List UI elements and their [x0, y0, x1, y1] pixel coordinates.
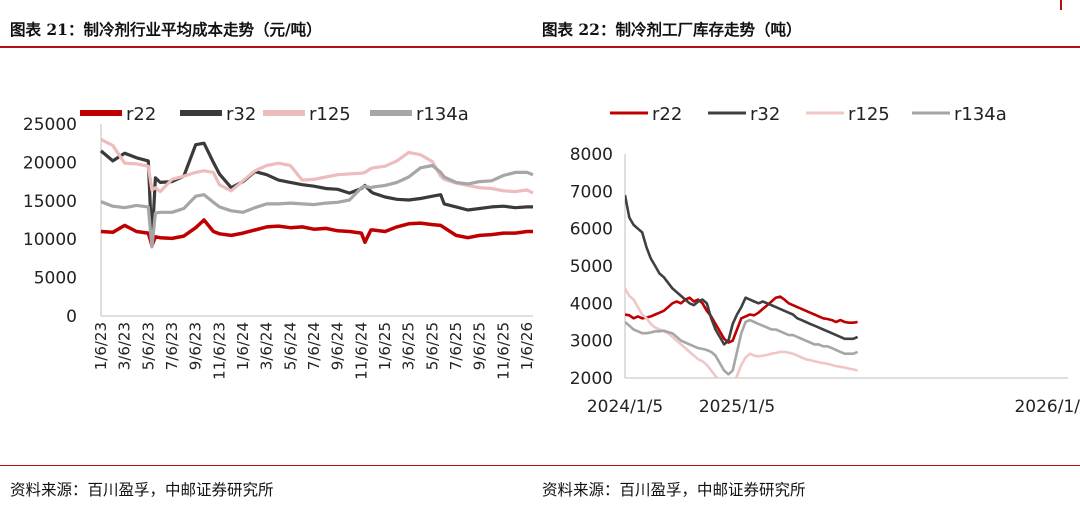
series-line-r32 [99, 141, 533, 246]
series-line-r134a [100, 163, 534, 249]
x-tick-label: 5/6/23 [139, 322, 157, 370]
y-tick-label: 10000 [23, 230, 77, 250]
y-tick-label: 15000 [23, 192, 77, 212]
x-tick-label: 2025/1/5 [699, 397, 775, 417]
legend-label-r134a: r134a [416, 104, 469, 125]
y-tick-label: 20000 [23, 153, 77, 173]
x-tick-label: 1/6/25 [376, 322, 394, 370]
y-tick-label: 3000 [570, 332, 613, 352]
legend-label-r22: r22 [652, 104, 682, 125]
x-tick-label: 11/6/23 [210, 322, 228, 380]
legend-label-r32: r32 [750, 104, 780, 125]
corner-mark [1060, 0, 1062, 10]
x-tick-label: 5/6/24 [281, 322, 299, 370]
y-tick-label: 0 [66, 307, 77, 327]
y-tick-label: 5000 [34, 269, 77, 289]
x-tick-label: 5/6/25 [423, 322, 441, 370]
y-tick-label: 2000 [570, 369, 613, 389]
header-rule [0, 46, 1080, 48]
series-line-r22 [100, 218, 533, 248]
y-tick-label: 5000 [570, 257, 613, 277]
x-tick-label: 9/6/23 [187, 322, 205, 370]
y-tick-label: 4000 [570, 294, 613, 314]
x-tick-label: 7/6/24 [305, 322, 323, 370]
legend-label-r22: r22 [126, 104, 156, 125]
x-tick-label: 7/6/25 [447, 322, 465, 370]
x-tick-label: 11/6/25 [494, 322, 512, 380]
series-line-r134a [625, 318, 859, 376]
y-tick-label: 7000 [570, 182, 613, 202]
source-rule [0, 465, 1080, 466]
x-tick-label: 9/6/24 [329, 322, 347, 370]
right-source-note: 资料来源：百川盈孚，中邮证券研究所 [542, 481, 806, 499]
x-tick-label: 1/6/26 [518, 322, 536, 370]
series-line-r32 [625, 194, 859, 346]
legend-label-r125: r125 [309, 104, 351, 125]
x-tick-label: 2026/1/ [1014, 397, 1080, 417]
left-source-note: 资料来源：百川盈孚，中邮证券研究所 [10, 481, 274, 499]
x-tick-label: 9/6/25 [471, 322, 489, 370]
y-tick-label: 6000 [570, 220, 613, 240]
y-tick-label: 25000 [23, 115, 77, 135]
x-tick-label: 3/6/25 [400, 322, 418, 370]
cost-trend-chart: 0 5000 10000 15000 20000 25000 1/6/23 3/6/23 5/6… [23, 104, 536, 380]
y-tick-label: 8000 [570, 145, 613, 165]
x-tick-label: 2024/1/5 [587, 397, 663, 417]
legend-label-r32: r32 [226, 104, 256, 125]
right-panel-title: 图表 22：制冷剂工厂库存走势（吨） [542, 20, 802, 39]
x-tick-label: 1/6/24 [234, 322, 252, 370]
series-line-r22 [625, 295, 858, 344]
x-tick-label: 3/6/24 [258, 322, 276, 370]
x-tick-label: 11/6/24 [352, 322, 370, 380]
x-tick-label: 7/6/23 [163, 322, 181, 370]
x-tick-label: 1/6/23 [92, 322, 110, 370]
legend-label-r125: r125 [848, 104, 890, 125]
left-panel-title: 图表 21：制冷剂行业平均成本走势（元/吨） [10, 20, 322, 39]
inventory-trend-chart: 2000 3000 4000 5000 6000 7000 8000 2024/1/5 2025… [570, 104, 1080, 417]
legend-label-r134a: r134a [954, 104, 1007, 125]
x-tick-label: 3/6/23 [116, 322, 134, 370]
